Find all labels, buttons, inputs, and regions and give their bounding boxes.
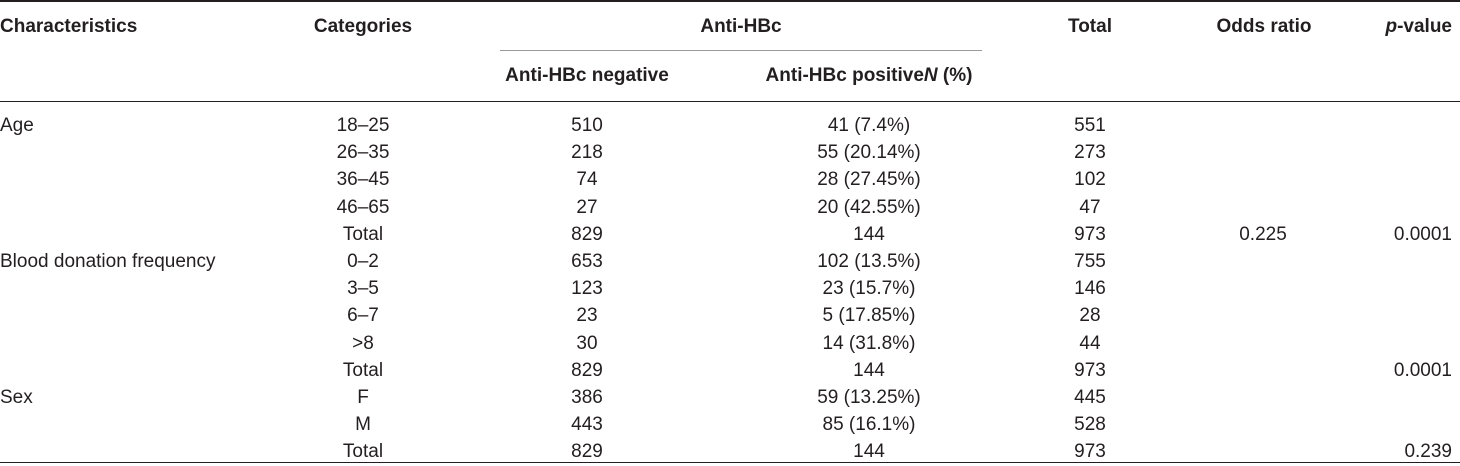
table-row: Total 829 144 973 0.239 — [0, 439, 1460, 466]
header-p-value-italic: p — [1385, 16, 1398, 37]
cell-anti-hbc-positive: 20 (42.55%) — [817, 196, 921, 218]
table-row: Blood donation frequency 0–2 653 102 (13.5%… — [0, 249, 1460, 276]
cell-total: 28 — [1079, 305, 1101, 327]
header-anti-hbc-positive: Anti-HBc positiveN (%) — [766, 65, 973, 87]
cell-category: 18–25 — [336, 115, 390, 136]
header-group-rule — [500, 50, 982, 51]
cell-odds-ratio: 0.225 — [1239, 223, 1287, 245]
cell-anti-hbc-positive: 55 (20.14%) — [817, 142, 921, 164]
cell-total: 528 — [1074, 414, 1106, 436]
cell-total: 445 — [1074, 387, 1106, 408]
cell-total: 146 — [1074, 278, 1106, 300]
cell-category: 0–2 — [347, 251, 379, 272]
cell-anti-hbc-positive: 144 — [853, 223, 885, 245]
table-row: Total 829 144 973 0.0001 — [0, 358, 1460, 385]
cell-anti-hbc-negative: 27 — [576, 196, 598, 218]
cell-category: Total — [342, 441, 384, 463]
cell-anti-hbc-negative: 829 — [571, 441, 603, 463]
header-anti-hbc-positive-n: N — [923, 65, 938, 86]
cell-p-value: 0.239 — [1404, 441, 1452, 463]
cell-total: 273 — [1074, 142, 1106, 164]
header-p-value: p-value — [1385, 16, 1452, 38]
cell-p-value: 0.0001 — [1393, 223, 1452, 245]
cell-category: F — [357, 387, 369, 408]
header-anti-hbc-negative: Anti-HBc negative — [505, 65, 669, 86]
cell-anti-hbc-positive: 14 (31.8%) — [822, 332, 916, 354]
cell-p-value: 0.0001 — [1393, 359, 1452, 381]
cell-category: 46–65 — [336, 196, 390, 218]
header-bottom-rule — [0, 101, 1460, 102]
cell-anti-hbc-positive: 28 (27.45%) — [817, 169, 921, 191]
cell-anti-hbc-negative: 30 — [576, 332, 598, 354]
cell-characteristic: Age — [0, 115, 34, 136]
header-p-value-suffix: -value — [1397, 16, 1452, 37]
cell-category: >8 — [352, 332, 374, 354]
cell-anti-hbc-positive: 144 — [853, 359, 885, 381]
cell-total: 551 — [1074, 115, 1106, 136]
cell-anti-hbc-negative: 386 — [571, 387, 603, 408]
table-row: Sex F 386 59 (13.25%) 445 — [0, 385, 1460, 412]
cell-anti-hbc-negative: 123 — [571, 278, 603, 300]
cell-anti-hbc-positive: 85 (16.1%) — [822, 414, 916, 436]
cell-category: Total — [342, 359, 384, 381]
header-anti-hbc-group: Anti-HBc — [700, 16, 782, 37]
table-row: Total 829 144 973 0.225 0.0001 — [0, 222, 1460, 249]
cell-anti-hbc-positive: 59 (13.25%) — [817, 387, 921, 408]
cell-anti-hbc-positive: 41 (7.4%) — [827, 115, 911, 136]
table-top-rule — [0, 0, 1460, 2]
header-anti-hbc-positive-prefix: Anti-HBc positive — [765, 65, 924, 86]
cell-category: 3–5 — [347, 278, 379, 300]
table-row: 46–65 27 20 (42.55%) 47 — [0, 195, 1460, 222]
table-row: M 443 85 (16.1%) 528 — [0, 412, 1460, 439]
cell-category: 36–45 — [336, 169, 390, 191]
table-row: 26–35 218 55 (20.14%) 273 — [0, 140, 1460, 167]
cell-anti-hbc-positive: 144 — [853, 441, 885, 463]
table-row: >8 30 14 (31.8%) 44 — [0, 331, 1460, 358]
cell-anti-hbc-negative: 23 — [576, 305, 598, 327]
cell-anti-hbc-negative: 218 — [571, 142, 603, 164]
cell-category: 6–7 — [347, 305, 379, 327]
cell-category: Total — [342, 223, 384, 245]
cell-anti-hbc-negative: 829 — [571, 359, 603, 381]
cell-total: 755 — [1074, 251, 1106, 272]
cell-anti-hbc-negative: 74 — [576, 169, 598, 191]
header-odds-ratio: Odds ratio — [1216, 16, 1312, 37]
cell-total: 47 — [1079, 196, 1101, 218]
cell-anti-hbc-positive: 102 (13.5%) — [817, 251, 921, 272]
cell-total: 973 — [1074, 359, 1106, 381]
cell-anti-hbc-negative: 653 — [571, 251, 603, 272]
table-row: 36–45 74 28 (27.45%) 102 — [0, 167, 1460, 194]
table-row: 6–7 23 5 (17.85%) 28 — [0, 303, 1460, 330]
cell-anti-hbc-positive: 5 (17.85%) — [822, 305, 916, 327]
table-row: Age 18–25 510 41 (7.4%) 551 — [0, 113, 1460, 140]
cell-anti-hbc-negative: 510 — [571, 115, 603, 136]
cell-category: M — [355, 414, 371, 436]
cell-anti-hbc-positive: 23 (15.7%) — [822, 278, 916, 300]
cell-characteristic: Sex — [0, 387, 33, 408]
cell-characteristic: Blood donation frequency — [0, 251, 216, 272]
cell-anti-hbc-negative: 443 — [571, 414, 603, 436]
header-characteristics: Characteristics — [0, 16, 138, 37]
cell-total: 102 — [1074, 169, 1106, 191]
header-categories: Categories — [313, 16, 413, 37]
cell-total: 44 — [1079, 332, 1101, 354]
header-anti-hbc-positive-suffix: (%) — [937, 65, 973, 86]
cell-total: 973 — [1074, 223, 1106, 245]
cell-category: 26–35 — [336, 142, 390, 164]
table-row: 3–5 123 23 (15.7%) 146 — [0, 276, 1460, 303]
cell-anti-hbc-negative: 829 — [571, 223, 603, 245]
header-total: Total — [1068, 16, 1112, 37]
cell-total: 973 — [1074, 441, 1106, 463]
